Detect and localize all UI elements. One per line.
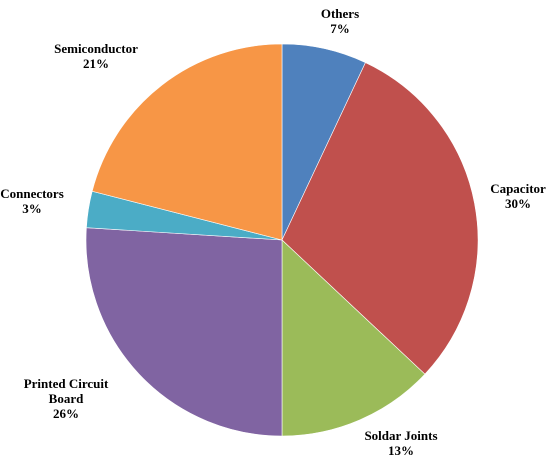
data-label-percent: 26% xyxy=(53,406,79,421)
data-label-name: Connectors xyxy=(0,186,64,201)
pie-labels: Others 7% Capacitor 30% Soldar Joints 13% Prin… xyxy=(0,6,546,458)
data-label-name: Board xyxy=(49,391,84,406)
pie-slice-semiconductor xyxy=(91,43,283,241)
data-label-percent: 7% xyxy=(330,21,350,36)
data-label-connectors: Connectors 3% xyxy=(0,186,64,216)
data-label-name: Capacitor xyxy=(490,181,546,196)
data-label-percent: 21% xyxy=(83,56,109,71)
data-label-capacitor: Capacitor 30% xyxy=(490,181,546,211)
data-label-name: Others xyxy=(321,6,359,21)
data-label-percent: 3% xyxy=(22,201,42,216)
data-label-soldar-joints: Soldar Joints 13% xyxy=(364,428,437,458)
pie-slice-capacitor xyxy=(281,62,479,375)
data-label-name: Soldar Joints xyxy=(364,428,437,443)
data-label-printed-circuit-board: Printed Circuit Board 26% xyxy=(24,376,109,421)
pie-slice-soldar-joints xyxy=(281,239,426,437)
pie-slices xyxy=(85,43,479,437)
data-label-others: Others 7% xyxy=(321,6,359,36)
data-label-name: Printed Circuit xyxy=(24,376,109,391)
data-label-percent: 13% xyxy=(388,443,414,458)
pie-slice-printed-circuit-board xyxy=(85,227,283,437)
data-label-name: Semiconductor xyxy=(54,41,138,56)
data-label-semiconductor: Semiconductor 21% xyxy=(54,41,138,71)
data-label-percent: 30% xyxy=(505,196,531,211)
